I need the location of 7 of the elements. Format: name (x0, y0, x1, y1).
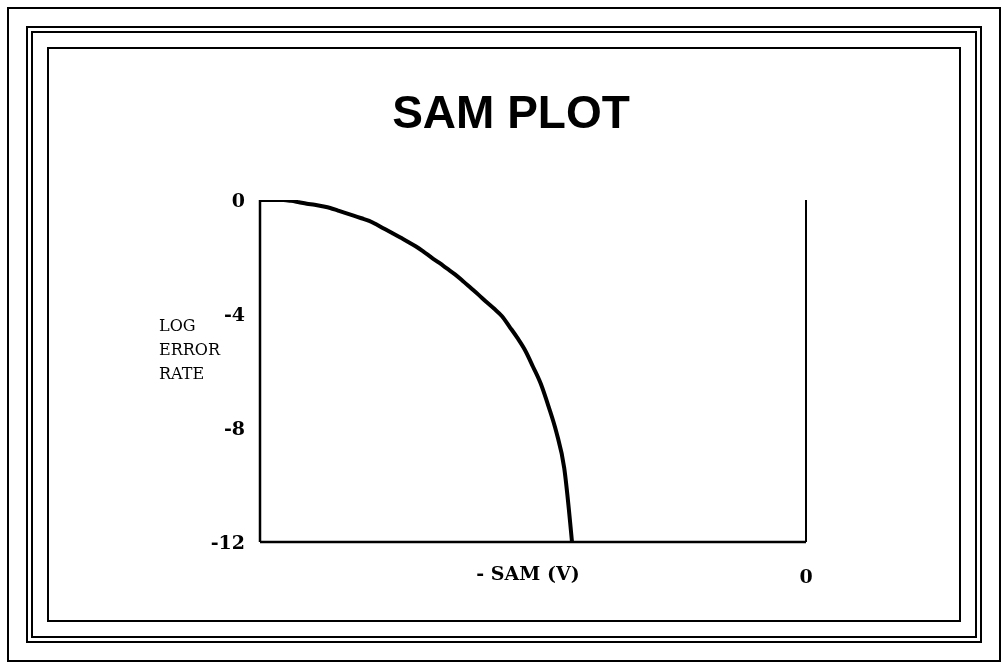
y-tick-label: 0 (231, 189, 245, 211)
y-tick-label: -8 (223, 417, 245, 439)
y-axis-title: LOG ERROR RATE (159, 315, 220, 385)
y-tick-label: -4 (223, 303, 245, 325)
y-tick-label: -12 (210, 531, 245, 553)
chart-title: SAM PLOT (391, 86, 631, 138)
x-axis-title: - SAM (V) (475, 561, 581, 586)
